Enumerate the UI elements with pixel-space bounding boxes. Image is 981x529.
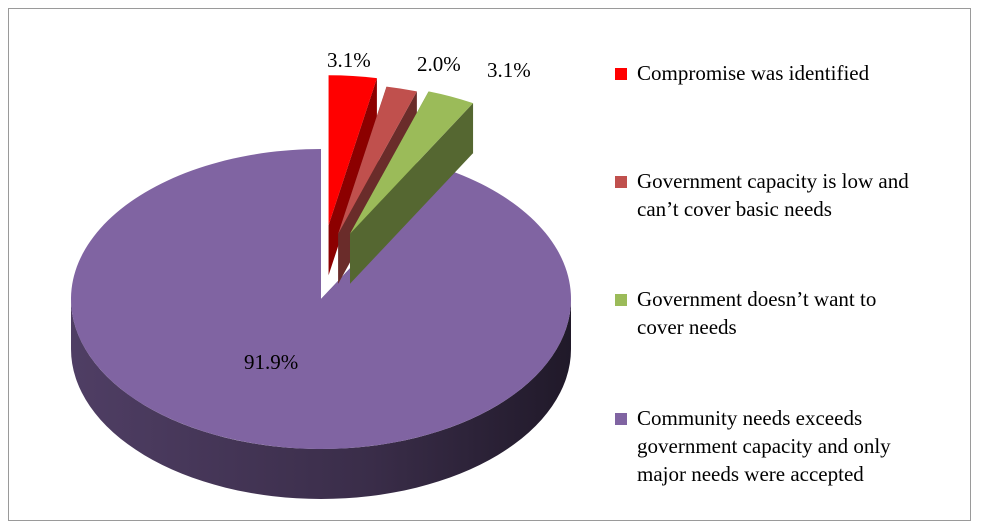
pie-slice-3 bbox=[71, 149, 571, 499]
legend-item-government-doesnt-want: Government doesn’t want to cover needs bbox=[615, 285, 876, 341]
pie-slice-2 bbox=[349, 91, 474, 284]
legend-swatch-government-doesnt-want bbox=[615, 294, 627, 306]
pie-slice-top bbox=[328, 75, 377, 226]
legend-item-compromise: Compromise was identified bbox=[615, 59, 869, 87]
data-label-3: 91.9% bbox=[244, 350, 298, 374]
legend-item-community-needs: Community needs exceeds government capac… bbox=[615, 404, 891, 488]
data-label-0: 3.1% bbox=[327, 48, 371, 72]
chart-frame: 3.1% 2.0% 3.1% 91.9% Compromise was identif… bbox=[8, 8, 971, 521]
legend-swatch-government-capacity-low bbox=[615, 176, 627, 188]
pie-slice-wall bbox=[328, 78, 377, 276]
data-label-1: 2.0% bbox=[417, 52, 461, 76]
legend-label-government-capacity-low: Government capacity is low and can’t cov… bbox=[637, 169, 909, 221]
legend-swatch-compromise bbox=[615, 68, 627, 80]
legend-label-community-needs: Community needs exceeds government capac… bbox=[637, 406, 891, 486]
legend-label-compromise: Compromise was identified bbox=[637, 61, 870, 85]
pie-chart: 3.1% 2.0% 3.1% 91.9% bbox=[71, 48, 571, 499]
pie-slice-wall bbox=[349, 103, 474, 284]
pie-slice-top bbox=[349, 91, 474, 234]
pie-slice-top bbox=[71, 149, 571, 449]
legend-swatch-community-needs bbox=[615, 413, 627, 425]
pie-slice-top bbox=[338, 86, 417, 234]
data-label-2: 3.1% bbox=[487, 58, 531, 82]
pie-slice-side bbox=[71, 299, 571, 499]
legend-label-government-doesnt-want: Government doesn’t want to cover needs bbox=[637, 287, 877, 339]
pie-slice-0 bbox=[328, 75, 377, 276]
legend-item-government-capacity-low: Government capacity is low and can’t cov… bbox=[615, 167, 909, 223]
